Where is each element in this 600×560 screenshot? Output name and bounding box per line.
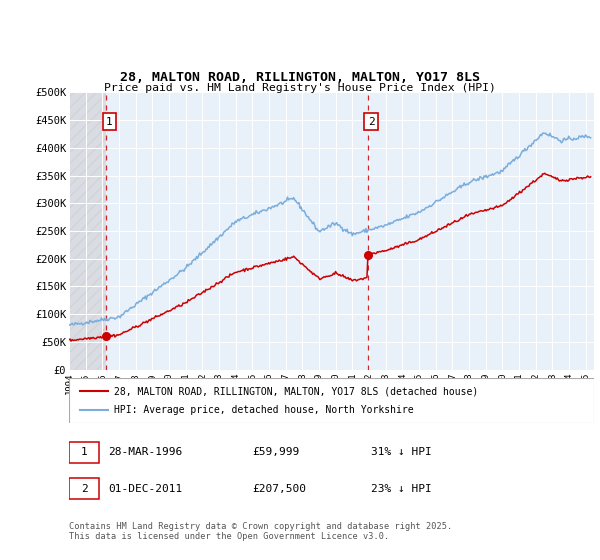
Bar: [69, 92, 106, 370]
Text: 2: 2: [81, 484, 88, 493]
Text: 31% ↓ HPI: 31% ↓ HPI: [371, 447, 431, 457]
Text: 1: 1: [106, 116, 113, 127]
Text: 28-MAR-1996: 28-MAR-1996: [109, 447, 182, 457]
Text: £59,999: £59,999: [253, 447, 300, 457]
Bar: [69, 442, 100, 463]
Text: Contains HM Land Registry data © Crown copyright and database right 2025.
This d: Contains HM Land Registry data © Crown c…: [69, 522, 452, 542]
Text: Price paid vs. HM Land Registry's House Price Index (HPI): Price paid vs. HM Land Registry's House …: [104, 83, 496, 93]
Text: 23% ↓ HPI: 23% ↓ HPI: [371, 484, 431, 493]
Text: 28, MALTON ROAD, RILLINGTON, MALTON, YO17 8LS (detached house): 28, MALTON ROAD, RILLINGTON, MALTON, YO1…: [113, 386, 478, 396]
Bar: [69, 478, 100, 499]
Text: 1: 1: [81, 447, 88, 457]
Text: £207,500: £207,500: [253, 484, 307, 493]
Text: 2: 2: [368, 116, 374, 127]
Text: 01-DEC-2011: 01-DEC-2011: [109, 484, 182, 493]
Text: HPI: Average price, detached house, North Yorkshire: HPI: Average price, detached house, Nort…: [113, 405, 413, 416]
Text: 28, MALTON ROAD, RILLINGTON, MALTON, YO17 8LS: 28, MALTON ROAD, RILLINGTON, MALTON, YO1…: [120, 71, 480, 84]
